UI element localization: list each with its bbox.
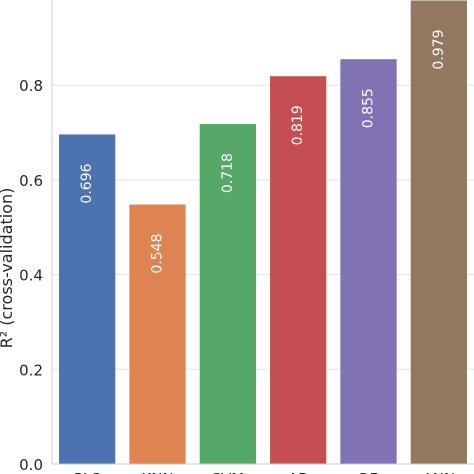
x-axis: PLS KNN SVM AB RF ANN [52,463,474,474]
y-tick-label: 0.6 [19,172,43,190]
y-tick-label: 0.4 [19,267,43,285]
bars [59,0,467,465]
bar-rf [340,59,397,464]
value-label: 0.819 [290,105,306,145]
bar-ab [270,76,327,464]
y-tick-label: 0.0 [19,456,43,474]
y-axis-label: R² (cross-validation) [0,188,16,349]
value-label: 0.979 [431,29,447,69]
x-tick-label: PLS [74,470,101,474]
y-tick-label: 0.2 [19,361,43,379]
value-label: 0.855 [361,88,377,128]
y-tick-label: 0.8 [19,77,43,95]
value-label: 0.548 [150,234,166,274]
x-tick-label: AB [288,470,309,474]
x-tick-label: RF [359,470,378,474]
bar-pls [59,134,116,464]
value-label: 0.718 [220,153,236,193]
value-label: 0.696 [79,163,95,203]
x-tick-label: ANN [422,470,455,474]
bar-knn [129,204,186,465]
y-axis: 0.0 0.2 0.4 0.6 0.8 [19,0,53,474]
value-labels: 0.696 0.548 0.718 0.819 0.855 0.979 [79,29,447,273]
x-tick-label: SVM [211,470,244,474]
x-tick-label: KNN [141,470,173,474]
bar-ann [410,0,467,464]
bar-svm [199,124,256,464]
